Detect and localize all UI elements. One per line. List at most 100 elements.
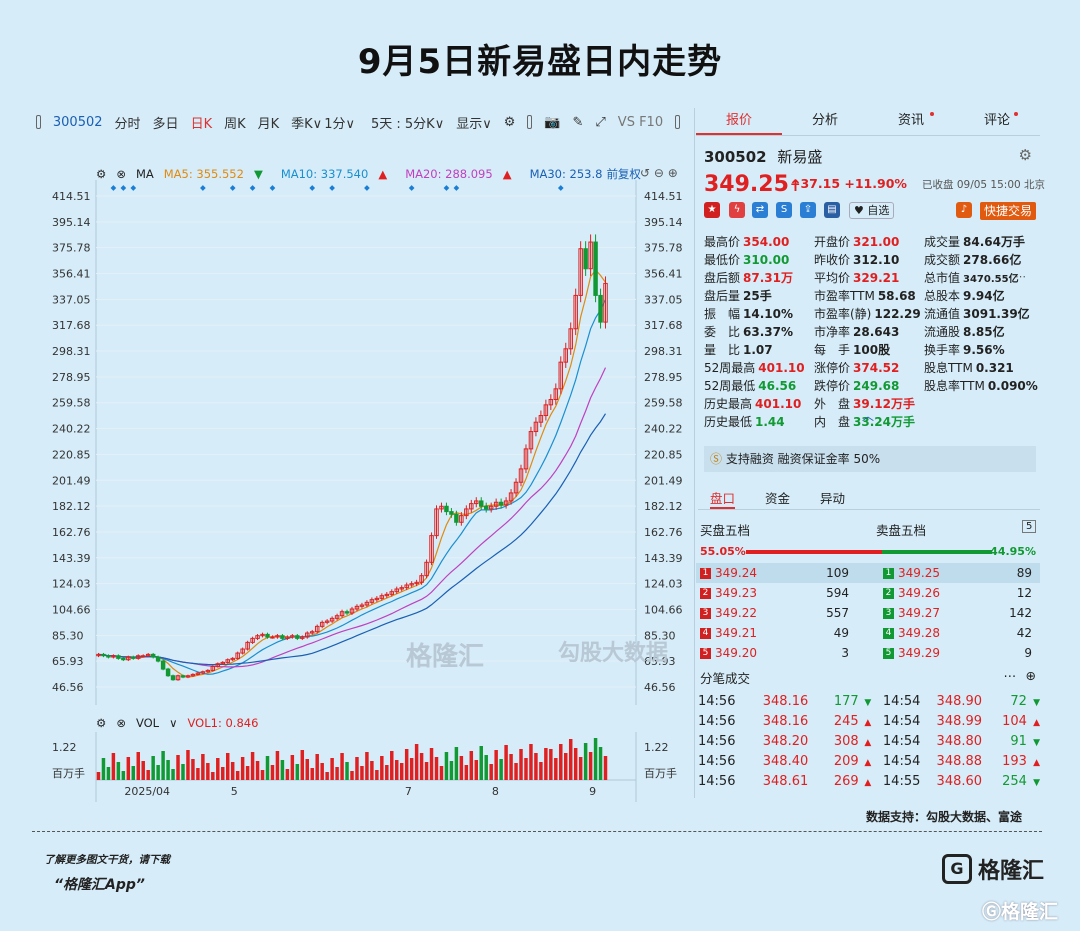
candle-body[interactable]	[309, 631, 315, 634]
candle-body[interactable]	[250, 637, 255, 643]
watchlist-button[interactable]: ♥ 自选	[849, 202, 895, 219]
orderbook-row[interactable]: 1 349.24 109 1 349.25 89	[696, 563, 1040, 583]
candle-body[interactable]	[558, 361, 564, 390]
candle-body[interactable]	[479, 500, 484, 507]
candle-body[interactable]	[588, 241, 593, 270]
candle-body[interactable]	[573, 294, 578, 330]
settings-icon[interactable]: ⚙	[503, 114, 516, 130]
tab-quote[interactable]: 报价	[696, 108, 782, 135]
event-marker[interactable]	[269, 185, 276, 191]
candle-body[interactable]	[474, 500, 479, 505]
candle-body[interactable]	[111, 655, 116, 658]
candle-body[interactable]	[225, 659, 230, 663]
candle-body[interactable]	[334, 615, 340, 619]
candle-body[interactable]	[180, 675, 186, 678]
candle-body[interactable]	[210, 665, 216, 671]
candle-body[interactable]	[106, 655, 111, 658]
candle-body[interactable]	[533, 421, 539, 433]
more-icon[interactable]: ⋯	[1003, 668, 1017, 683]
candle-body[interactable]	[508, 492, 514, 502]
candle-body[interactable]	[165, 668, 171, 677]
event-marker[interactable]	[408, 185, 415, 191]
candle-body[interactable]	[126, 656, 131, 661]
fuquan-button[interactable]: 前复权	[606, 166, 641, 182]
stock-code-tab[interactable]: 300502	[52, 114, 103, 130]
event-marker[interactable]	[130, 185, 137, 191]
candle-body[interactable]	[205, 669, 211, 673]
candle-body[interactable]	[364, 601, 370, 606]
tab-comments[interactable]: 评论	[954, 108, 1040, 135]
event-marker[interactable]	[229, 185, 236, 191]
candle-body[interactable]	[598, 294, 603, 323]
candle-body[interactable]	[175, 675, 181, 681]
expand-icon[interactable]: ︿	[862, 409, 875, 423]
dollar-icon[interactable]: S	[776, 202, 792, 218]
candle-body[interactable]	[295, 635, 300, 639]
candle-body[interactable]	[449, 511, 454, 515]
event-marker[interactable]	[557, 185, 564, 191]
book-icon[interactable]: ▤	[824, 202, 840, 218]
orderbook-row[interactable]: 3 349.22 557 3 349.27 142	[696, 603, 1040, 623]
period-jik[interactable]: 季K∨	[291, 116, 323, 132]
candle-body[interactable]	[185, 675, 191, 678]
candle-body[interactable]	[116, 655, 121, 659]
candle-body[interactable]	[300, 636, 305, 639]
candle-body[interactable]	[464, 508, 469, 517]
candle-body[interactable]	[260, 633, 265, 637]
candle-body[interactable]	[488, 505, 494, 510]
bell-icon[interactable]: ♪	[956, 202, 972, 218]
event-marker[interactable]	[443, 185, 450, 191]
orderbook-row[interactable]: 2 349.23 594 2 349.26 12	[696, 583, 1040, 603]
candle-body[interactable]	[439, 505, 444, 510]
candle-body[interactable]	[414, 581, 419, 585]
period-rik[interactable]: 日K	[190, 116, 213, 132]
event-marker[interactable]	[200, 185, 206, 191]
candle-body[interactable]	[344, 611, 350, 614]
candle-body[interactable]	[409, 583, 414, 586]
event-marker[interactable]	[364, 185, 370, 191]
candle-body[interactable]	[523, 448, 529, 470]
shuffle-icon[interactable]: ⇄	[752, 202, 768, 218]
event-marker[interactable]	[249, 185, 256, 191]
candle-body[interactable]	[563, 348, 568, 363]
candle-body[interactable]	[543, 404, 549, 417]
vol-dropdown-icon[interactable]: ∨	[169, 716, 178, 730]
candle-body[interactable]	[324, 620, 330, 623]
candle-body[interactable]	[160, 660, 166, 670]
event-marker[interactable]	[120, 185, 127, 191]
candle-body[interactable]	[255, 635, 260, 639]
candle-body[interactable]	[399, 587, 404, 590]
candle-body[interactable]	[359, 604, 365, 607]
candle-body[interactable]	[593, 241, 598, 296]
close-icon[interactable]: ⊗	[116, 167, 126, 181]
more-icon[interactable]: ⋯	[1015, 270, 1026, 283]
candle-body[interactable]	[469, 503, 474, 510]
candle-body[interactable]	[379, 595, 385, 599]
event-marker[interactable]	[329, 185, 335, 191]
tab-pankou[interactable]: 盘口	[710, 488, 736, 509]
panel-toggle-icon[interactable]	[675, 115, 680, 129]
candle-body[interactable]	[518, 468, 524, 483]
candle-body[interactable]	[444, 505, 449, 513]
candle-body[interactable]	[240, 648, 245, 654]
tab-anomaly[interactable]: 异动	[820, 491, 846, 506]
candle-body[interactable]	[578, 248, 583, 296]
volume-chart[interactable]: 1.22 1.22 百万手 百万手 2025/04 5 7 8 9	[36, 732, 692, 802]
camera-icon[interactable]: 📷	[544, 114, 561, 130]
candle-body[interactable]	[389, 591, 395, 595]
candle-body[interactable]	[280, 635, 285, 639]
candle-body[interactable]	[394, 588, 399, 593]
candle-body[interactable]	[513, 481, 519, 494]
candle-body[interactable]	[290, 635, 295, 638]
candle-body[interactable]	[275, 635, 280, 638]
chart-controls-icon[interactable]: ↺ ⊖ ⊕	[640, 166, 678, 180]
period-yuek[interactable]: 月K	[257, 116, 280, 132]
fullscreen-icon[interactable]: ⤢	[595, 114, 606, 130]
levels-toggle-button[interactable]: 5	[1022, 520, 1037, 533]
candle-body[interactable]	[329, 617, 335, 622]
orderbook-row[interactable]: 4 349.21 49 4 349.28 42	[696, 623, 1040, 643]
candle-body[interactable]	[459, 515, 464, 523]
candle-body[interactable]	[369, 599, 375, 603]
candle-body[interactable]	[270, 636, 275, 639]
candle-body[interactable]	[230, 657, 235, 661]
